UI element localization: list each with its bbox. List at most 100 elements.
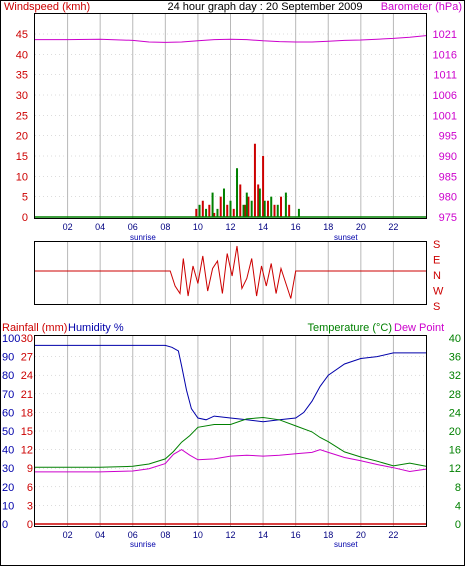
humidity-tick-label: 80 [2, 370, 14, 382]
rainfall-tick-label: 3 [27, 500, 33, 512]
temp-hour-tick-label: 12 [225, 530, 235, 540]
temp-hour-tick-label: 20 [356, 530, 366, 540]
barometer-tick-label: 980 [439, 192, 457, 204]
humidity-tick-label: 60 [2, 407, 14, 419]
wind-hour-tick-label: 16 [291, 222, 301, 232]
humidity-tick-label: 70 [2, 389, 14, 401]
compass-label: S [433, 239, 440, 251]
wind-hour-tick-labels: 02 04 06 08 10 12 14 16 18 20 22 [63, 222, 399, 232]
dewpoint-axis-label: Dew Point [394, 322, 444, 334]
barometer-tick-label: 1016 [433, 49, 457, 61]
humidity-tick-label: 40 [2, 445, 14, 457]
windspeed-tick-label: 5 [22, 192, 28, 204]
barometer-tick-label: 990 [439, 151, 457, 163]
temperature-tick-labels: 0 4 8 12 16 20 24 28 32 36 40 [449, 333, 461, 531]
temperature-tick-label: 4 [455, 500, 461, 512]
temp-panel-frame [34, 335, 427, 527]
temperature-series-line [35, 416, 427, 468]
wind-hour-tick-label: 18 [323, 222, 333, 232]
barometer-tick-label: 1001 [433, 110, 457, 122]
rainfall-tick-label: 9 [27, 463, 33, 475]
temp-hour-tick-label: 14 [258, 530, 268, 540]
barometer-series-line [35, 35, 427, 43]
humidity-series-line [35, 344, 426, 423]
temp-hour-tick-label: 08 [160, 530, 170, 540]
windspeed-tick-label: 40 [16, 49, 28, 61]
compass-label: N [433, 270, 441, 282]
temperature-tick-label: 32 [449, 370, 461, 382]
windspeed-tick-labels: 0 5 10 15 20 25 30 35 40 45 [16, 29, 28, 224]
temp-hour-tick-label: 22 [388, 530, 398, 540]
windspeed-tick-label: 45 [16, 29, 28, 41]
humidity-tick-label: 50 [2, 426, 14, 438]
wind-hour-tick-label: 20 [356, 222, 366, 232]
wind-hour-tick-label: 14 [258, 222, 268, 232]
barometer-tick-label: 1021 [433, 29, 457, 41]
windspeed-tick-label: 25 [16, 110, 28, 122]
sunrise-label-bottom: sunrise [130, 540, 156, 549]
humidity-tick-label: 90 [2, 352, 14, 364]
rainfall-tick-label: 24 [21, 370, 33, 382]
chart-title: 24 hour graph day : 20 September 2009 [167, 1, 362, 13]
temperature-tick-label: 28 [449, 389, 461, 401]
temperature-axis-label: Temperature (°C) [308, 322, 392, 334]
rainfall-tick-labels: 0 3 6 9 12 15 18 21 24 27 30 [21, 333, 33, 531]
wind-hour-tick-label: 10 [193, 222, 203, 232]
windspeed-tick-label: 15 [16, 151, 28, 163]
humidity-tick-label: 20 [2, 482, 14, 494]
wind-hour-tick-label: 06 [128, 222, 138, 232]
sunrise-label-top: sunrise [130, 233, 156, 242]
compass-label: W [433, 286, 444, 298]
sunset-label-bottom: sunset [334, 540, 358, 549]
wind-direction-series-line [35, 245, 426, 299]
windspeed-tick-label: 0 [22, 212, 28, 224]
wind-hour-tick-label: 22 [388, 222, 398, 232]
windspeed-tick-label: 10 [16, 171, 28, 183]
windspeed-tick-label: 30 [16, 90, 28, 102]
temperature-tick-label: 40 [449, 333, 461, 345]
humidity-tick-labels: 0 10 20 30 40 50 60 70 80 90 100 [2, 333, 20, 531]
windspeed-bars [195, 143, 291, 217]
rainfall-tick-label: 21 [21, 389, 33, 401]
windspeed-axis-label: Windspeed (kmh) [4, 1, 90, 13]
humidity-tick-label: 0 [2, 519, 8, 531]
rainfall-tick-label: 12 [21, 445, 33, 457]
gust-bars [198, 168, 300, 217]
temp-hour-tick-label: 04 [95, 530, 105, 540]
temperature-tick-label: 0 [455, 519, 461, 531]
rainfall-tick-label: 6 [27, 482, 33, 494]
windspeed-tick-label: 35 [16, 70, 28, 82]
humidity-tick-label: 100 [2, 333, 20, 345]
humidity-tick-label: 30 [2, 463, 14, 475]
humidity-axis-label: Humidity % [68, 322, 124, 334]
wind-hour-tick-label: 02 [63, 222, 73, 232]
rainfall-tick-label: 18 [21, 407, 33, 419]
barometer-tick-labels: 975 980 985 990 995 1001 1006 1011 1016 1021 [433, 29, 457, 224]
wind-grid [35, 14, 426, 218]
wind-hour-tick-label: 12 [225, 222, 235, 232]
compass-label: S [433, 301, 440, 313]
temperature-tick-label: 8 [455, 482, 461, 494]
temperature-tick-label: 20 [449, 426, 461, 438]
temperature-tick-label: 24 [449, 407, 461, 419]
rainfall-tick-label: 27 [21, 352, 33, 364]
barometer-tick-label: 975 [439, 212, 457, 224]
temp-hour-tick-label: 06 [128, 530, 138, 540]
rainfall-tick-label: 0 [27, 519, 33, 531]
barometer-tick-label: 1006 [433, 90, 457, 102]
windspeed-tick-label: 20 [16, 131, 28, 143]
temp-hour-tick-labels: 02 04 06 08 10 12 14 16 18 20 22 [63, 530, 399, 540]
sunset-label-top: sunset [334, 233, 358, 242]
rainfall-axis-label: Rainfall (mm) [2, 322, 67, 334]
dewpoint-series-line [35, 449, 427, 473]
temperature-tick-label: 12 [449, 463, 461, 475]
rainfall-tick-label: 30 [21, 333, 33, 345]
wind-hour-tick-label: 04 [95, 222, 105, 232]
temperature-tick-label: 36 [449, 352, 461, 364]
barometer-tick-label: 985 [439, 171, 457, 183]
barometer-axis-label: Barometer (hPa) [381, 1, 462, 13]
